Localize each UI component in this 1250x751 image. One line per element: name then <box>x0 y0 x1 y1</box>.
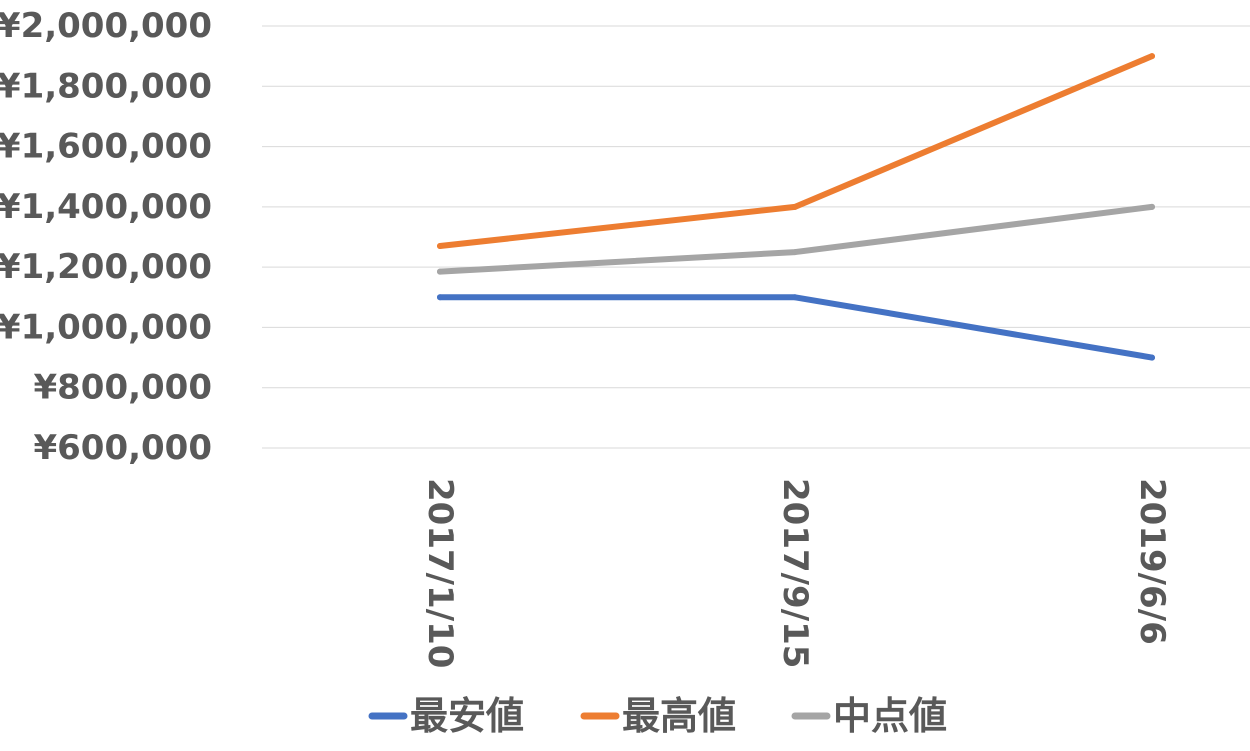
y-tick-label: ¥1,200,000 <box>0 247 212 287</box>
data-point <box>437 268 443 275</box>
data-point <box>437 294 443 301</box>
series-lines <box>437 53 1155 361</box>
y-axis-tick-labels: ¥600,000 ¥800,000 ¥1,000,000 ¥1,200,000 ¥1,4… <box>0 6 212 468</box>
y-tick-label: ¥800,000 <box>33 368 212 408</box>
data-point <box>1149 53 1155 60</box>
data-point <box>792 203 798 210</box>
y-tick-label: ¥600,000 <box>33 428 212 468</box>
y-tick-label: ¥2,000,000 <box>0 6 212 46</box>
data-point <box>1149 203 1155 210</box>
y-tick-label: ¥1,800,000 <box>0 66 212 106</box>
series-line <box>437 203 1155 275</box>
x-tick-label: 2017/1/10 <box>420 478 460 668</box>
y-tick-label: ¥1,400,000 <box>0 187 212 227</box>
data-point <box>792 249 798 256</box>
data-point <box>437 243 443 250</box>
legend: 最安値 最高値 中点値 <box>368 694 947 738</box>
x-tick-label: 2017/9/15 <box>775 478 815 668</box>
y-tick-label: ¥1,000,000 <box>0 307 212 347</box>
x-tick-label: 2019/6/6 <box>1132 478 1172 645</box>
gridlines <box>262 25 1250 449</box>
legend-label: 中点値 <box>833 694 947 738</box>
data-point <box>792 294 798 301</box>
x-axis-tick-labels: 2017/1/10 2017/9/15 2019/6/6 <box>420 478 1172 668</box>
legend-label: 最高値 <box>622 694 736 738</box>
legend-label: 最安値 <box>410 694 524 738</box>
data-point <box>1149 354 1155 361</box>
y-tick-label: ¥1,600,000 <box>0 127 212 167</box>
